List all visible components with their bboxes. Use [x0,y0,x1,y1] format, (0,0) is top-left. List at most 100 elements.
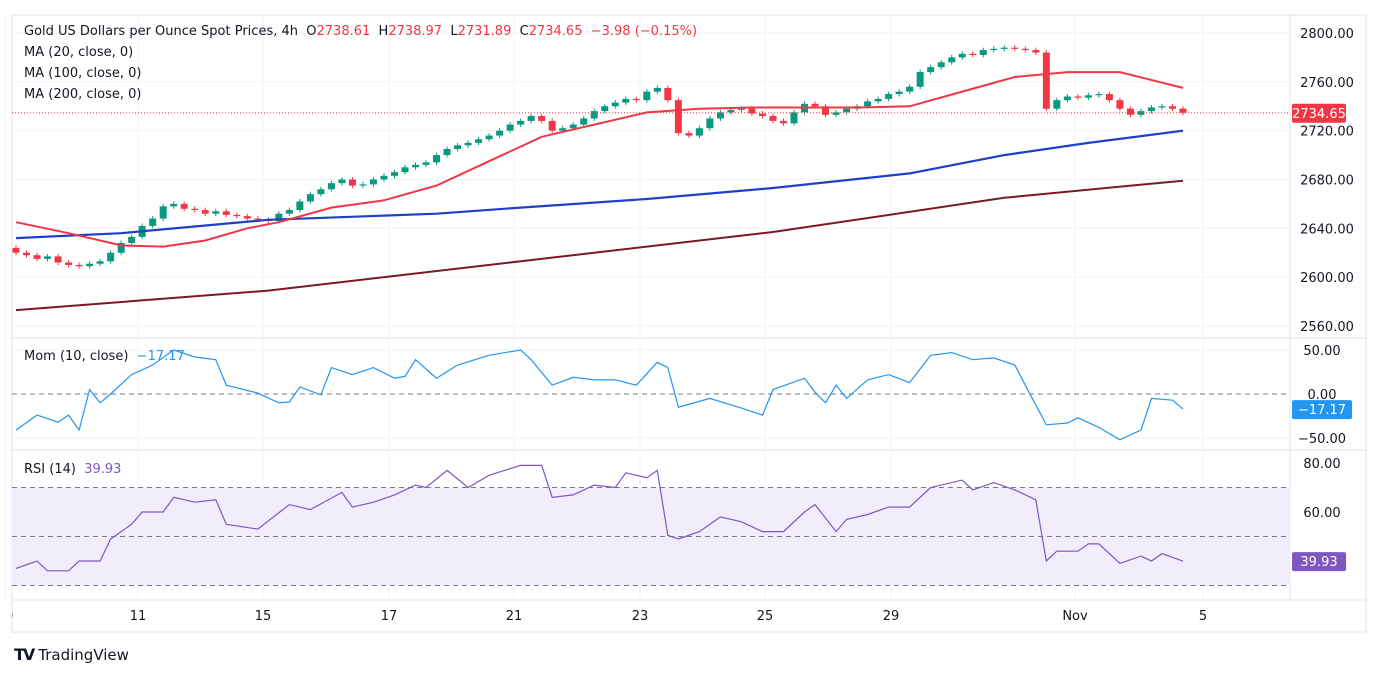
brand-name: TradingView [38,645,129,664]
candle-body [990,48,998,51]
candle-body [706,118,714,129]
candle-body [1011,47,1019,49]
high-value: 2738.97 [388,24,443,39]
rsi-title: RSI (14) [24,462,76,477]
candle-body [454,145,462,149]
candle-body [170,203,178,207]
candle-body [906,86,914,92]
x-tick-label: 29 [883,609,900,624]
candle-body [716,112,724,119]
x-tick-label: 10 [0,609,13,624]
candle-body [748,108,756,114]
rsi-badge-text: 39.93 [1300,555,1337,570]
candle-body [212,211,220,214]
candle-body [86,263,94,267]
candle-body [1053,100,1061,109]
mom-badge [1292,400,1352,420]
low-label: L [450,24,458,39]
candle-body [222,211,230,215]
candle-body [359,184,367,186]
candle-body [369,179,377,185]
candle-body [611,102,619,107]
price-tick-label: 2680.00 [1300,174,1354,189]
candle-body [401,167,409,173]
candle-body [569,124,577,129]
rsi-tick-label: 60.00 [1303,506,1340,521]
candle-body [653,87,661,92]
candle-body [149,218,157,226]
symbol-legend: Gold US Dollars per Ounce Spot Prices, 4… [24,24,697,39]
candle-body [1063,96,1071,101]
candle-body [275,213,283,222]
candle-body [1116,100,1124,109]
price-tick-label: 2800.00 [1300,27,1354,42]
candle-body [128,236,136,243]
candle-body [769,116,777,121]
ma100-legend[interactable]: MA (100, close, 0) [24,66,142,81]
rsi-value: 39.93 [84,462,122,477]
candle-body [864,101,872,107]
x-tick-label: 11 [130,609,147,624]
mom-value: −17.17 [136,349,185,364]
rsi-line [15,464,1184,572]
symbol-title: Gold US Dollars per Ounce Spot Prices, 4… [24,24,298,39]
candle-body [548,120,556,131]
candle-body [937,62,945,68]
mom-line [15,349,1184,441]
candle-body [107,252,115,262]
price-tick-label: 2600.00 [1300,271,1354,286]
chart-frame [11,14,1367,633]
candle-body [695,128,703,136]
close-value: 2734.65 [528,24,583,39]
price-tick-label: 2640.00 [1300,222,1354,237]
candle-body [327,183,335,190]
candle-body [1095,94,1103,96]
mom-tick-label: 50.00 [1303,344,1340,359]
candle-body [506,124,514,131]
candle-body [517,120,525,125]
candle-body [958,53,966,58]
candle-body [380,175,388,180]
candle-body [601,106,609,112]
candle-body [1168,106,1176,109]
mom-badge-text: −17.17 [1298,403,1346,418]
candle-body [443,148,451,156]
candle-body [1105,94,1113,101]
open-label: O [306,24,317,39]
candle-body [233,214,241,217]
change-value: −3.98 (−0.15%) [590,24,698,39]
tradingview-logo-icon: TV [14,645,35,664]
rsi-legend[interactable]: RSI (14) 39.93 [24,462,121,477]
candle-body [243,216,251,219]
price-tick-label: 2720.00 [1300,125,1354,140]
tradingview-logo[interactable]: TV TradingView [14,645,129,664]
high-label: H [378,24,389,39]
candle-body [1158,106,1166,108]
candle-body [1000,47,1008,49]
candle-body [927,67,935,73]
candle-body [33,255,41,259]
candle-body [317,189,325,195]
ma200-line [15,179,1184,312]
candle-body [65,262,73,265]
candle-body [1147,107,1155,112]
mom-legend[interactable]: Mom (10, close) −17.17 [24,349,185,364]
candle-body [885,94,893,99]
candle-body [559,128,567,131]
candle-body [632,98,640,101]
candle-body [979,50,987,55]
x-tick-label: 25 [757,609,774,624]
candle-body [254,218,262,220]
candle-body [832,112,840,115]
candle-body [643,91,651,101]
candle-body [338,179,346,184]
ma200-legend[interactable]: MA (200, close, 0) [24,87,142,102]
x-tick-label: 15 [255,609,272,624]
candle-body [54,256,62,263]
price-badge [1292,103,1346,123]
candle-body [674,100,682,134]
candle-body [348,179,356,186]
open-value: 2738.61 [316,24,371,39]
ma20-legend[interactable]: MA (20, close, 0) [24,45,134,60]
